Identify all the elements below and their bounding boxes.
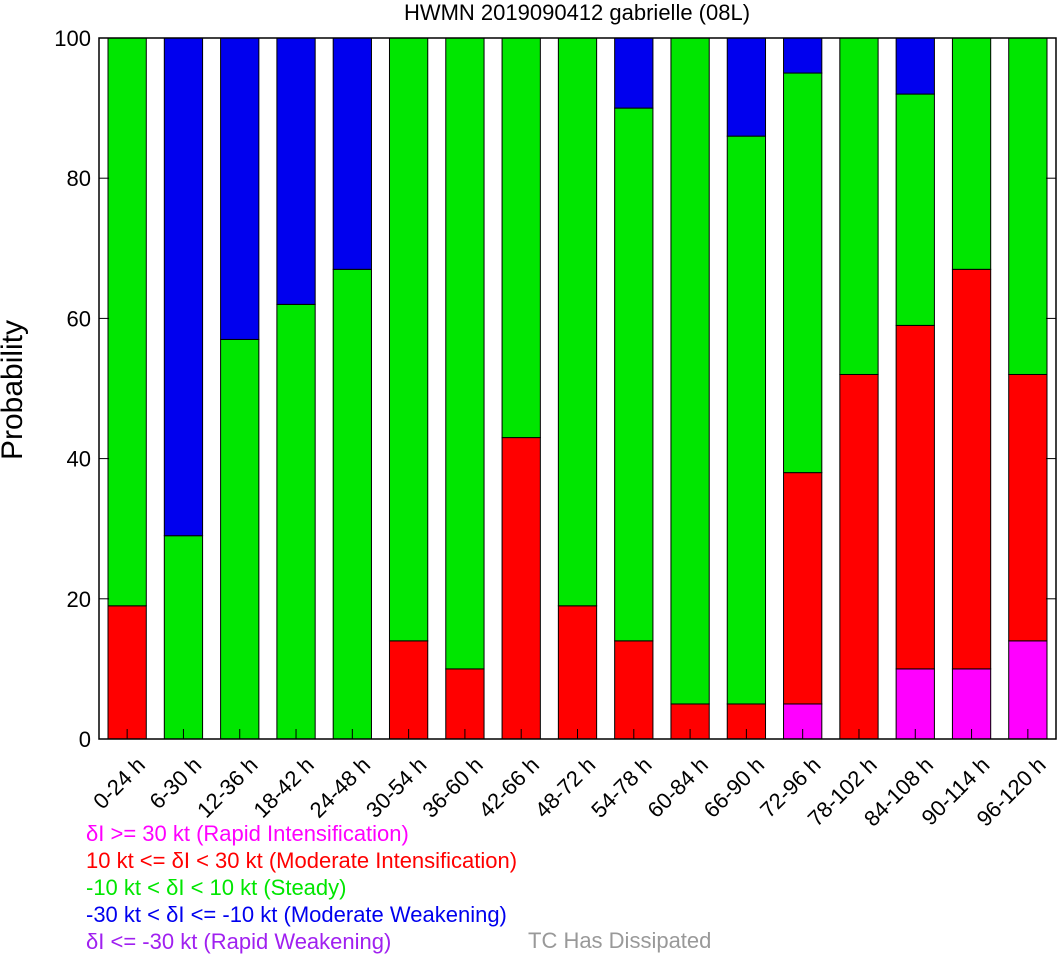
bars-layer (107, 37, 1048, 740)
bar-segment-st-8 (557, 37, 598, 607)
chart-title: HWMN 2019090412 gabrielle (08L) (404, 0, 750, 25)
x-tick-label: 66-90 h (699, 752, 769, 822)
bar-segment-mw-9 (614, 37, 654, 109)
legend-entry-moderate-weakening: -30 kt < δI <= -10 kt (Moderate Weakenin… (86, 902, 507, 927)
bar-segment-st-13 (839, 37, 879, 375)
bar-segment-st-9 (614, 107, 654, 642)
bar-segment-st-3 (276, 303, 316, 740)
x-tick-label: 60-84 h (642, 752, 712, 822)
y-tick-label: 80 (67, 166, 91, 191)
bar-segment-st-10 (670, 37, 710, 705)
legend-entry-steady: -10 kt < δI < 10 kt (Steady) (86, 875, 347, 900)
bar-segment-mw-14 (895, 37, 935, 95)
y-axis-label: Probability (0, 320, 29, 460)
bar-segment-mi-5 (388, 640, 429, 740)
legend-entry-rapid-intensification: δI >= 30 kt (Rapid Intensification) (86, 821, 409, 846)
bar-segment-st-16 (1008, 37, 1048, 375)
bar-segment-st-0 (107, 37, 147, 607)
legend-entry-dissipated: TC Has Dissipated (528, 928, 712, 953)
bar-segment-mi-8 (557, 605, 598, 740)
y-tick-label: 100 (54, 26, 91, 51)
bar-segment-mi-7 (501, 437, 541, 740)
bar-segment-mw-11 (726, 37, 767, 137)
bar-segment-ri-15 (951, 668, 992, 740)
bar-segment-mi-16 (1008, 373, 1048, 642)
bar-segment-mi-9 (614, 640, 654, 740)
bar-segment-mw-4 (332, 37, 372, 270)
bar-segment-mw-12 (783, 37, 823, 74)
y-tick-label: 40 (67, 447, 91, 472)
x-tick-label: 18-42 h (248, 752, 318, 822)
x-tick-label: 12-36 h (192, 752, 262, 822)
legend: δI >= 30 kt (Rapid Intensification) 10 k… (86, 820, 517, 955)
x-tick-label: 24-48 h (305, 752, 375, 822)
y-tick-label: 20 (67, 587, 91, 612)
bar-segment-st-14 (895, 93, 935, 326)
bar-segment-mi-0 (107, 605, 147, 740)
bar-segment-mw-2 (220, 37, 260, 340)
x-tick-label: 36-60 h (417, 752, 487, 822)
bar-segment-mw-3 (276, 37, 316, 305)
bar-segment-st-11 (726, 135, 767, 705)
bar-segment-mw-1 (163, 37, 204, 537)
x-tick-label: 0-24 h (88, 752, 150, 814)
legend-entry-rapid-weakening: δI <= -30 kt (Rapid Weakening) (86, 929, 392, 954)
bar-segment-st-2 (220, 338, 260, 740)
bar-segment-mi-15 (951, 268, 992, 670)
bar-segment-st-12 (783, 72, 823, 474)
bar-segment-mi-6 (445, 668, 485, 740)
bar-segment-st-1 (163, 535, 204, 740)
bar-segment-st-4 (332, 268, 372, 740)
bar-segment-st-15 (951, 37, 992, 270)
bar-segment-st-5 (388, 37, 429, 642)
bar-segment-ri-14 (895, 668, 935, 740)
bar-segment-mi-14 (895, 324, 935, 670)
x-tick-label: 54-78 h (586, 752, 656, 822)
bar-segment-mi-13 (839, 373, 879, 740)
x-tick-label: 30-54 h (361, 752, 431, 822)
bar-segment-ri-16 (1008, 640, 1048, 740)
x-tick-label: 42-66 h (474, 752, 544, 822)
bar-segment-mi-12 (783, 472, 823, 705)
bar-segment-st-6 (445, 37, 485, 670)
bar-segment-st-7 (501, 37, 541, 439)
y-tick-label: 0 (79, 727, 91, 752)
legend-entry-moderate-intensification: 10 kt <= δI < 30 kt (Moderate Intensific… (86, 848, 518, 873)
y-tick-label: 60 (67, 306, 91, 331)
x-tick-label: 48-72 h (530, 752, 600, 822)
